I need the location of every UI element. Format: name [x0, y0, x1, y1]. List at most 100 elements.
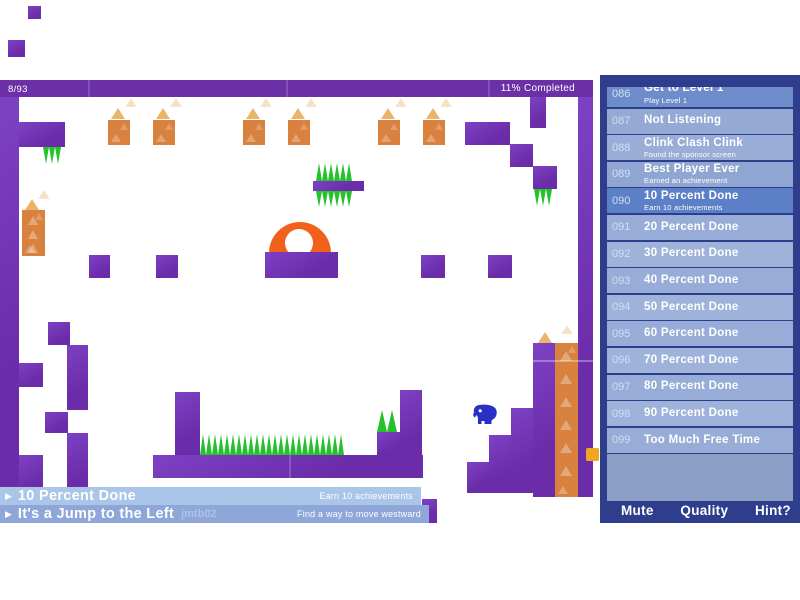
purple-block [488, 255, 512, 278]
achievement-number: 090 [612, 194, 631, 207]
spike-strip [43, 147, 61, 164]
triangle-pattern [560, 351, 572, 476]
spike-bar [313, 181, 364, 191]
achievement-title: 20 Percent Done [644, 220, 739, 233]
pit-right-pillar [400, 390, 422, 456]
toast-description: Find a way to move westward [297, 509, 421, 519]
triangle-marker [426, 108, 440, 119]
achievement-title: 40 Percent Done [644, 274, 739, 287]
achievement-number: 096 [612, 354, 631, 367]
achievement-title: 90 Percent Done [644, 407, 739, 420]
triangle-marker [381, 108, 395, 119]
achievement-number: 092 [612, 248, 631, 261]
triangle-marker [246, 108, 260, 119]
achievement-number: 097 [612, 381, 631, 394]
achievement-title: 60 Percent Done [644, 327, 739, 340]
purple-block [19, 122, 65, 147]
mute-button[interactable]: Mute [621, 503, 654, 518]
achievement-title: 70 Percent Done [644, 353, 739, 366]
spike-strip [534, 189, 552, 206]
purple-block [510, 144, 533, 167]
achievement-subtitle: Earn 10 achievements [644, 202, 723, 212]
achievement-number: 086 [612, 87, 631, 100]
achievement-number: 094 [612, 301, 631, 314]
achievement-title: Best Player Ever [644, 163, 740, 176]
triangle-marker [125, 98, 137, 107]
pit-left-pillar [175, 392, 200, 456]
header-divider [88, 80, 90, 97]
achievement-number: 089 [612, 168, 631, 181]
triangle-marker [291, 108, 305, 119]
collectible-cube [586, 448, 599, 461]
spike-strip [200, 434, 344, 455]
level-counter: 8/93 [8, 84, 28, 95]
achievements-panel: 086 Get to Level 1 Play Level 1 087 Not … [600, 75, 800, 523]
orange-box [288, 120, 310, 145]
pit-step [377, 432, 400, 456]
achievement-subtitle: Earned an achievement [644, 176, 728, 186]
achievement-number: 093 [612, 274, 631, 287]
purple-block [48, 322, 70, 345]
achievement-row: 091 20 Percent Done [607, 214, 793, 240]
elephant-character [473, 404, 497, 424]
achievement-subtitle: Found the sponsor screen [644, 149, 736, 159]
achievement-number: 087 [612, 115, 631, 128]
orange-column [555, 343, 578, 497]
achievements-list[interactable]: 086 Get to Level 1 Play Level 1 087 Not … [607, 87, 793, 502]
orange-box [243, 120, 265, 145]
achievement-row: 089 Best Player Ever Earned an achieveme… [607, 161, 793, 187]
orange-box [108, 120, 130, 145]
orange-box [378, 120, 400, 145]
purple-block [465, 122, 510, 145]
grid-line [289, 455, 291, 478]
achievement-number: 098 [612, 407, 631, 420]
purple-block [45, 412, 68, 433]
achievement-toast: ▶ It's a Jump to the Left jmtb02 Find a … [0, 505, 429, 523]
triangle-marker [156, 108, 170, 119]
left-wall [0, 97, 19, 497]
dome-eye [285, 229, 313, 253]
purple-block [19, 363, 43, 387]
triangle-marker [111, 108, 125, 119]
spike-strip [377, 410, 397, 432]
achievement-row-selected: 090 10 Percent Done Earn 10 achievements [607, 188, 793, 214]
dome-character [269, 222, 331, 253]
purple-column [533, 343, 555, 497]
achievement-title: Too Much Free Time [644, 433, 761, 446]
game-header-bar: 8/93 11% Completed [0, 80, 593, 97]
quality-button[interactable]: Quality [680, 503, 729, 518]
achievement-title: 50 Percent Done [644, 300, 739, 313]
completed-percent: 11% Completed [500, 83, 575, 94]
orange-box [153, 120, 175, 145]
triangle-marker [305, 98, 317, 107]
toast-description: Earn 10 achievements [319, 491, 413, 501]
achievement-row: 093 40 Percent Done [607, 268, 793, 294]
achievement-subtitle: Play Level 1 [644, 95, 688, 105]
purple-block [421, 255, 445, 278]
panel-footer: Mute Quality Hint? [600, 502, 800, 519]
triangle-marker [395, 98, 407, 107]
achievement-row: 095 60 Percent Done [607, 321, 793, 347]
hint-button[interactable]: Hint? [754, 503, 791, 518]
triangle-marker [260, 98, 272, 107]
stair-block [489, 435, 511, 493]
achievement-row: 098 90 Percent Done [607, 401, 793, 427]
orange-box [423, 120, 445, 145]
purple-block [67, 345, 88, 410]
triangle-marker [38, 190, 50, 199]
triangle-marker [170, 98, 182, 107]
pit-floor [153, 455, 423, 478]
purple-block [67, 433, 88, 497]
spike-strip [316, 163, 352, 181]
achievement-toast: ▶ 10 Percent Done Earn 10 achievements [0, 487, 421, 505]
achievement-row: 094 50 Percent Done [607, 294, 793, 320]
right-wall [578, 97, 593, 497]
grid-line [533, 360, 593, 362]
achievement-row: 099 Too Much Free Time [607, 427, 793, 453]
achievement-number: 099 [612, 434, 631, 447]
game-viewport[interactable]: 8/93 11% Completed [0, 0, 599, 523]
purple-block [533, 166, 557, 189]
triangle-marker [25, 199, 39, 210]
stair-block [467, 462, 489, 493]
